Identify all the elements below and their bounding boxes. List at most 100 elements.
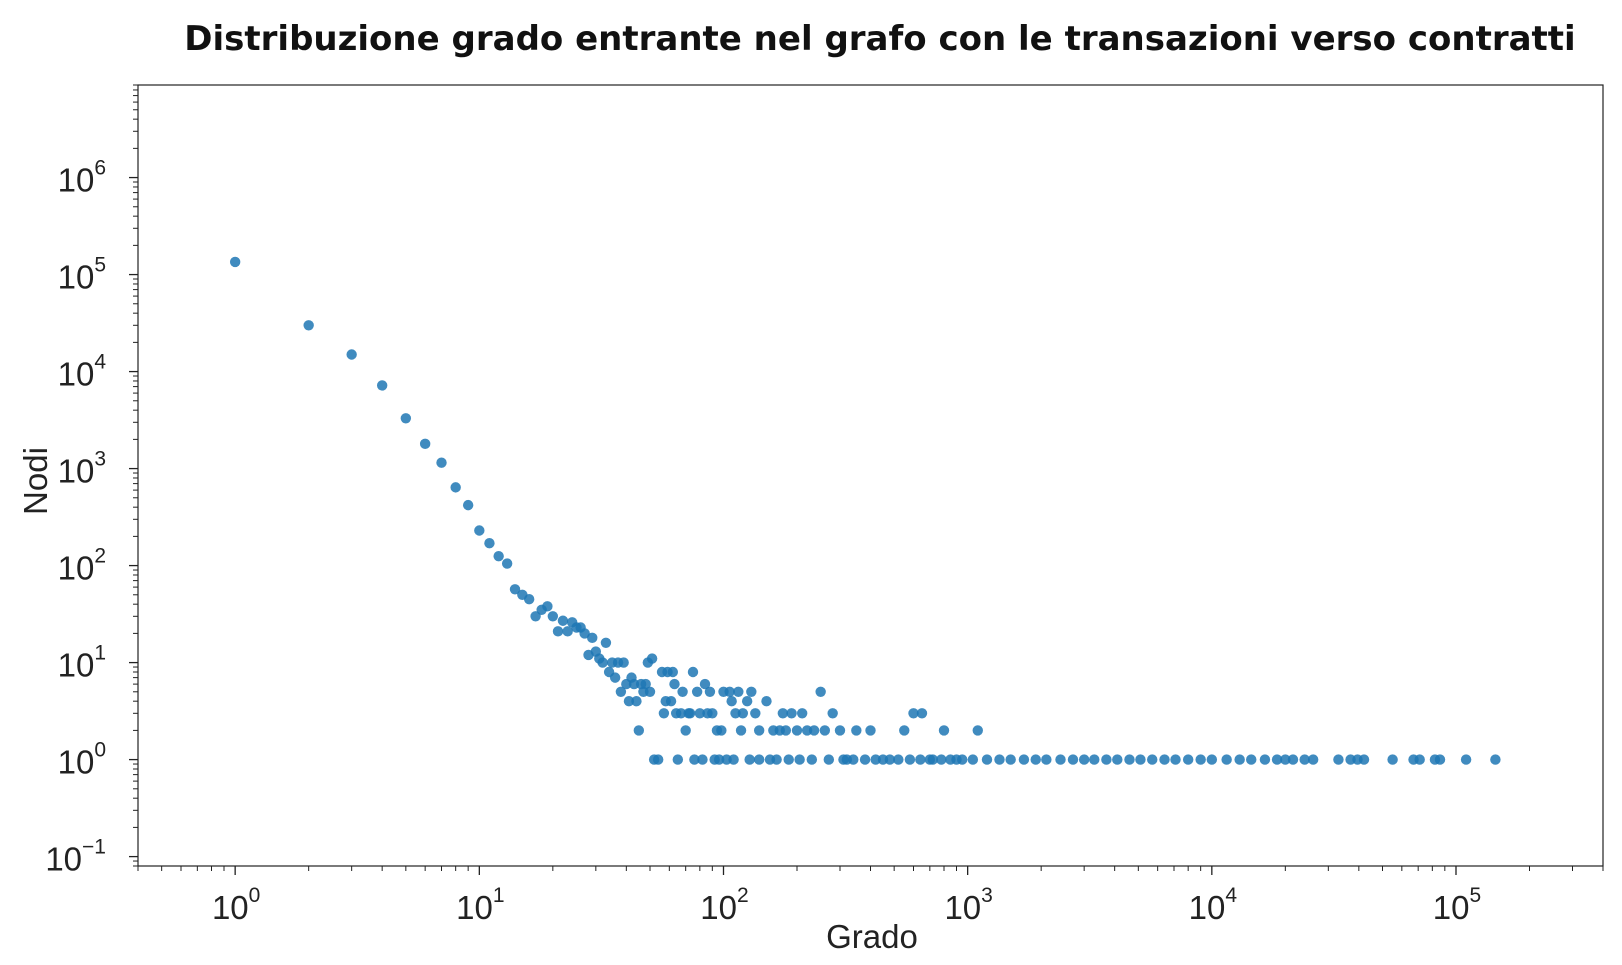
data-point xyxy=(957,754,968,765)
data-point xyxy=(1460,754,1472,765)
data-point xyxy=(1387,754,1398,765)
data-point xyxy=(1135,754,1146,765)
x-tick-label: 101 xyxy=(456,884,504,926)
y-tick-exponent: 1 xyxy=(94,642,106,665)
data-point xyxy=(1112,754,1123,765)
data-point xyxy=(967,754,979,765)
x-tick-label: 104 xyxy=(1189,884,1238,926)
data-point xyxy=(1287,754,1299,765)
data-point xyxy=(994,754,1005,765)
data-point xyxy=(927,754,939,765)
data-point xyxy=(1170,754,1181,765)
y-tick-label: 101 xyxy=(58,642,106,684)
x-tick-label: 103 xyxy=(944,884,992,926)
x-tick-exponent: 0 xyxy=(249,884,261,907)
data-point xyxy=(509,584,521,595)
data-point xyxy=(1280,754,1291,765)
data-point xyxy=(783,754,794,765)
data-point xyxy=(1333,754,1344,765)
data-point xyxy=(675,708,687,719)
data-point xyxy=(827,708,838,719)
data-point xyxy=(658,708,670,719)
data-point xyxy=(542,601,553,612)
data-point xyxy=(523,594,535,605)
data-point xyxy=(744,754,755,765)
y-tick-exponent: −1 xyxy=(82,836,106,859)
data-point xyxy=(707,708,718,719)
data-point xyxy=(547,611,559,622)
data-point xyxy=(628,678,640,690)
data-point xyxy=(646,653,658,664)
data-point xyxy=(669,678,680,690)
data-point xyxy=(1005,754,1016,765)
data-point xyxy=(1030,754,1041,765)
data-point xyxy=(904,754,916,765)
x-tick-label: 100 xyxy=(212,884,260,926)
data-point xyxy=(945,754,956,765)
data-point xyxy=(865,725,876,736)
y-tick-exponent: 3 xyxy=(94,448,106,471)
x-tick-label: 102 xyxy=(700,884,748,926)
x-tick-label: 105 xyxy=(1433,884,1481,926)
data-point xyxy=(750,708,761,719)
data-point xyxy=(791,725,803,736)
data-point xyxy=(587,632,598,644)
data-point xyxy=(1078,754,1090,765)
data-point xyxy=(893,754,904,765)
y-tick-base: 10 xyxy=(58,744,95,781)
data-point xyxy=(728,754,739,765)
y-tick-base: 10 xyxy=(58,162,95,199)
data-point xyxy=(1089,754,1100,765)
data-point xyxy=(716,725,727,736)
data-point xyxy=(1182,754,1194,765)
data-point xyxy=(644,686,656,697)
data-point xyxy=(436,457,447,468)
x-tick-base: 10 xyxy=(944,889,981,926)
x-tick-exponent: 3 xyxy=(981,884,993,907)
y-tick-label: 106 xyxy=(58,157,106,199)
y-tick-base: 10 xyxy=(58,356,95,393)
data-point xyxy=(851,725,862,736)
x-tick-exponent: 2 xyxy=(737,884,749,907)
data-point xyxy=(400,413,412,424)
data-point xyxy=(761,695,772,707)
data-point xyxy=(579,628,590,639)
data-point xyxy=(462,499,474,511)
data-point xyxy=(796,708,808,719)
data-point xyxy=(870,754,881,765)
data-point xyxy=(699,678,711,690)
data-point xyxy=(777,708,789,719)
data-point xyxy=(724,686,735,697)
data-point xyxy=(1195,754,1206,765)
data-point xyxy=(303,320,314,331)
data-point xyxy=(557,615,569,626)
data-point xyxy=(737,708,749,719)
data-point xyxy=(704,686,716,697)
data-point xyxy=(780,725,792,736)
data-point xyxy=(562,626,573,637)
data-point xyxy=(689,754,700,765)
y-tick-exponent: 5 xyxy=(94,254,106,277)
data-point xyxy=(1246,754,1257,765)
data-point xyxy=(726,695,737,707)
y-tick-exponent: 4 xyxy=(94,351,106,374)
y-tick-base: 10 xyxy=(58,550,95,587)
axes xyxy=(137,84,1604,867)
data-point xyxy=(1234,754,1245,765)
data-point xyxy=(1101,754,1112,765)
data-point xyxy=(771,754,782,765)
y-tick-exponent: 0 xyxy=(94,739,106,762)
data-point xyxy=(1358,754,1370,765)
data-point xyxy=(229,256,241,268)
data-point xyxy=(899,725,910,736)
chart-title: Distribuzione grado entrante nel grafo c… xyxy=(184,19,1575,59)
data-point xyxy=(916,708,928,719)
y-tick-base: 10 xyxy=(58,647,95,684)
y-tick-label: 102 xyxy=(58,545,106,587)
data-point xyxy=(936,754,947,765)
data-point xyxy=(419,438,431,450)
data-point xyxy=(1259,754,1271,765)
data-point xyxy=(597,657,608,668)
